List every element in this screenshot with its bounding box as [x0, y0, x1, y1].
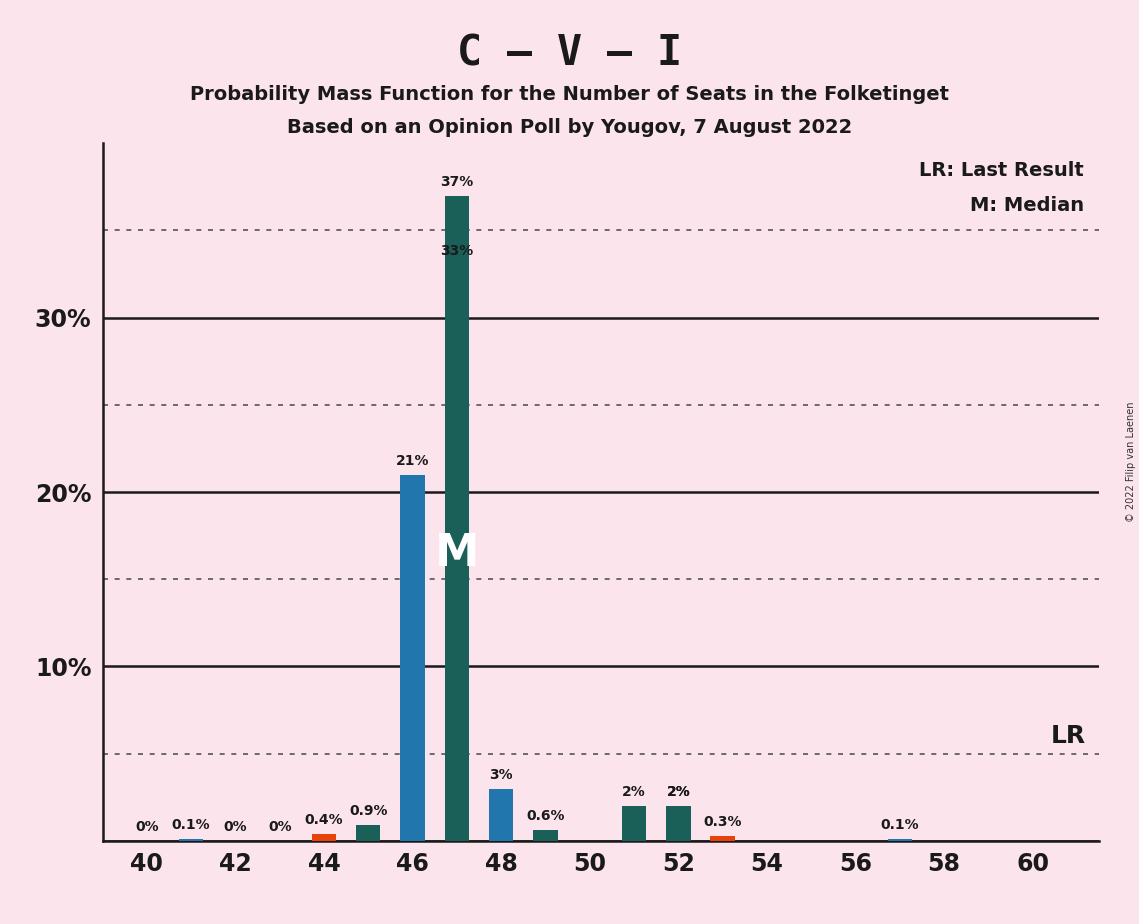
Bar	[887, 839, 912, 841]
Bar	[312, 833, 336, 841]
Text: 0.9%: 0.9%	[349, 804, 387, 818]
Text: 0%: 0%	[136, 820, 158, 833]
Text: 2%: 2%	[622, 785, 646, 799]
Bar	[533, 831, 558, 841]
Text: 0.6%: 0.6%	[526, 809, 565, 823]
Text: M: M	[435, 531, 480, 575]
Text: 3%: 3%	[490, 768, 513, 782]
Bar	[357, 825, 380, 841]
Text: 2%: 2%	[666, 785, 690, 799]
Bar	[179, 839, 203, 841]
Text: C – V – I: C – V – I	[457, 32, 682, 74]
Text: 2%: 2%	[666, 785, 690, 799]
Bar	[444, 196, 469, 841]
Bar	[489, 788, 514, 841]
Text: LR: Last Result: LR: Last Result	[919, 161, 1084, 179]
Text: 0.1%: 0.1%	[172, 818, 211, 833]
Bar	[401, 475, 425, 841]
Bar	[666, 806, 690, 841]
Bar	[533, 831, 558, 841]
Text: 21%: 21%	[396, 454, 429, 468]
Text: 33%: 33%	[441, 244, 474, 259]
Bar	[357, 825, 380, 841]
Text: © 2022 Filip van Laenen: © 2022 Filip van Laenen	[1126, 402, 1136, 522]
Bar	[444, 265, 469, 841]
Text: 37%: 37%	[441, 175, 474, 188]
Text: M: Median: M: Median	[970, 196, 1084, 214]
Text: Based on an Opinion Poll by Yougov, 7 August 2022: Based on an Opinion Poll by Yougov, 7 Au…	[287, 118, 852, 138]
Text: LR: LR	[1050, 724, 1085, 748]
Text: 0.1%: 0.1%	[880, 818, 919, 833]
Bar	[622, 806, 646, 841]
Text: 0%: 0%	[223, 820, 247, 833]
Text: Probability Mass Function for the Number of Seats in the Folketinget: Probability Mass Function for the Number…	[190, 85, 949, 104]
Bar	[711, 835, 735, 841]
Bar	[666, 806, 690, 841]
Text: 0.3%: 0.3%	[704, 815, 741, 829]
Text: 0%: 0%	[268, 820, 292, 833]
Text: 0.4%: 0.4%	[304, 813, 343, 827]
